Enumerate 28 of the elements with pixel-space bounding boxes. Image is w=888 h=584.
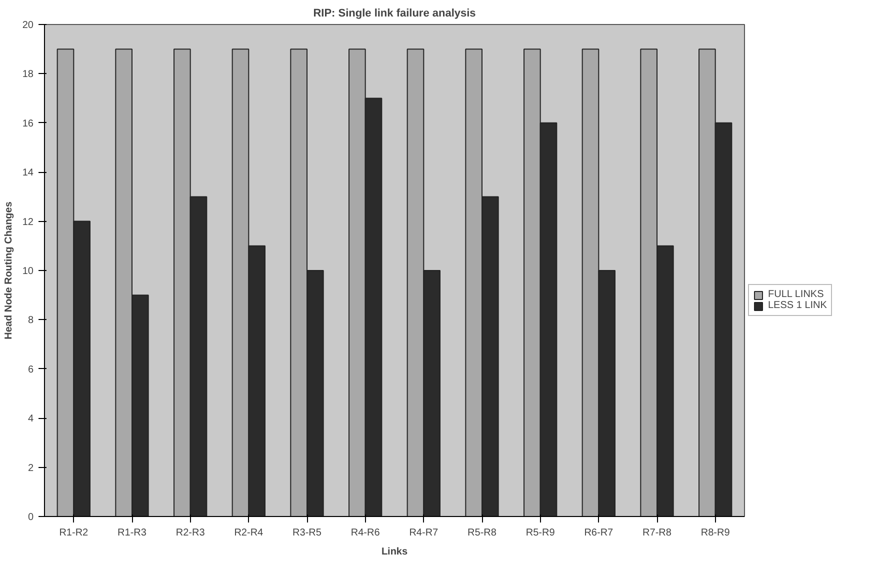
x-tick-label: R7-R8 [642,528,672,538]
x-tick-label: R4-R6 [350,528,380,538]
y-axis-title: Head Node Routing Changes [3,201,14,340]
y-tick-label: 10 [22,266,34,277]
x-tick-label: R3-R5 [292,528,322,538]
y-tick-label: 4 [28,414,34,425]
y-tick-label: 6 [28,364,34,376]
legend-label: LESS 1 LINK [768,300,827,311]
y-tick-label: 12 [22,216,34,228]
x-tick-label: R2-R3 [176,528,206,538]
legend-label: FULL LINKS [768,289,824,300]
x-axis-title: Links [381,546,408,558]
y-tick-label: 20 [22,20,34,31]
y-tick-label: 18 [22,69,34,80]
y-tick-label: 14 [22,168,34,179]
y-tick-label: 0 [28,512,34,523]
x-tick-label: R5-R8 [468,528,497,538]
y-tick-label: 2 [28,462,34,474]
x-tick-label: R2-R4 [234,528,264,538]
x-tick-label: R5-R9 [526,528,556,538]
x-tick-label: R1-R3 [118,528,147,538]
y-tick-label: 8 [28,315,34,326]
x-tick-label: R6-R7 [584,528,614,538]
x-tick-label: R8-R9 [700,528,730,538]
x-tick-label: R4-R7 [409,528,439,538]
x-tick-label: R1-R2 [59,528,89,538]
chart-title: RIP: Single link failure analysis [313,8,476,20]
y-tick-label: 16 [22,118,34,130]
